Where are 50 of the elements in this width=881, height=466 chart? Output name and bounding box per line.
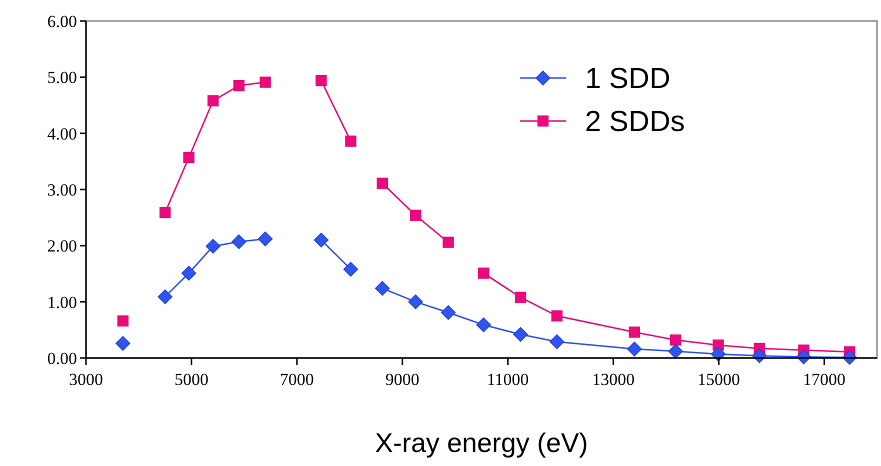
point bbox=[206, 238, 220, 254]
point bbox=[628, 326, 640, 338]
x-tick-label: 17000 bbox=[803, 370, 846, 389]
x-tick-label: 15000 bbox=[698, 370, 740, 389]
point bbox=[440, 305, 456, 320]
point bbox=[116, 336, 130, 351]
point bbox=[514, 292, 526, 303]
point bbox=[183, 152, 194, 164]
point bbox=[376, 178, 388, 189]
point bbox=[158, 289, 172, 304]
y-tick-label: 2.00 bbox=[47, 236, 77, 256]
x-tick-label: 11000 bbox=[486, 370, 529, 389]
point bbox=[260, 76, 271, 88]
point bbox=[374, 280, 390, 296]
x-tick-label: 5000 bbox=[174, 370, 208, 389]
point bbox=[670, 334, 682, 346]
point bbox=[668, 344, 683, 359]
y-tick-label: 0.00 bbox=[47, 348, 77, 368]
point bbox=[550, 334, 564, 350]
x-tick-label: 3000 bbox=[69, 370, 103, 389]
point bbox=[442, 236, 454, 248]
point bbox=[476, 317, 492, 332]
point bbox=[408, 294, 423, 310]
point bbox=[181, 266, 196, 281]
point bbox=[627, 342, 642, 356]
y-tick-label: 5.00 bbox=[47, 68, 77, 88]
x-axis-title: X-ray energy (eV) bbox=[374, 428, 588, 458]
y-tick-label: 3.00 bbox=[47, 180, 77, 200]
y-tick-label: 1.00 bbox=[47, 292, 77, 312]
x-tick-label: 13000 bbox=[592, 370, 635, 389]
x-tick-label: 9000 bbox=[385, 370, 420, 389]
y-tick-label: 4.00 bbox=[47, 124, 77, 144]
point bbox=[233, 80, 245, 92]
point bbox=[207, 95, 219, 106]
point bbox=[345, 136, 356, 147]
point bbox=[316, 74, 327, 86]
point bbox=[551, 310, 563, 322]
point bbox=[258, 232, 273, 246]
legend-label: 1 SDD bbox=[585, 63, 670, 96]
point bbox=[117, 315, 129, 327]
point bbox=[343, 262, 358, 277]
point bbox=[410, 210, 422, 221]
y-tick-label: 6.00 bbox=[47, 12, 77, 31]
x-tick-label: 7000 bbox=[280, 370, 314, 389]
point bbox=[232, 234, 246, 250]
point bbox=[314, 232, 329, 248]
legend-label: 2 SDDs bbox=[585, 106, 685, 138]
point bbox=[513, 327, 528, 342]
point bbox=[478, 268, 490, 279]
point bbox=[160, 206, 171, 218]
